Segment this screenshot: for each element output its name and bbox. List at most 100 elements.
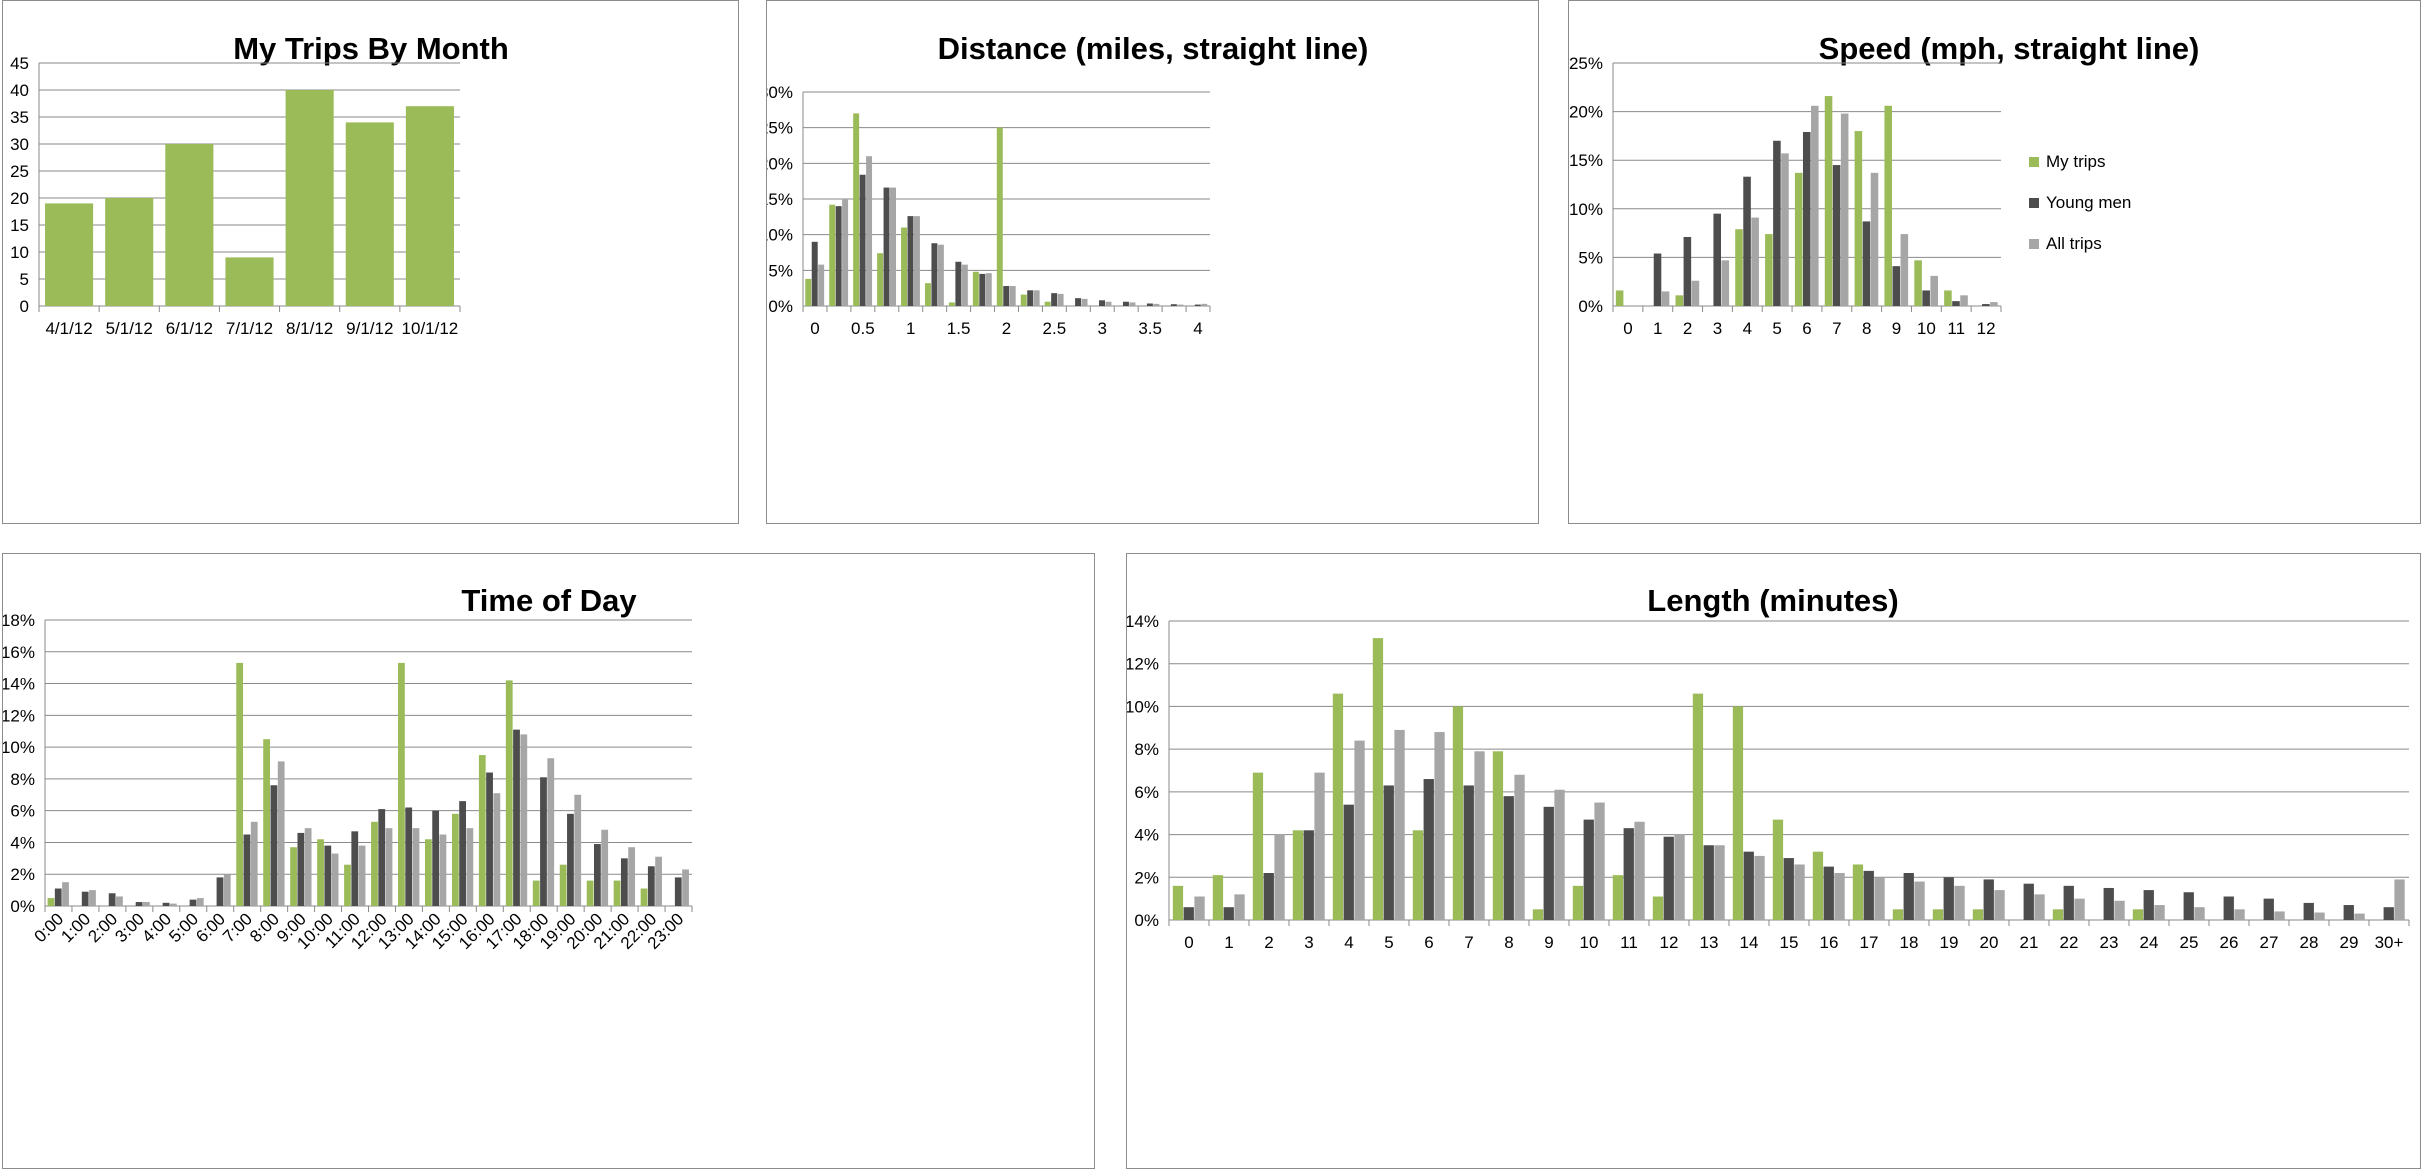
bar bbox=[1862, 221, 1871, 306]
bar bbox=[412, 828, 420, 906]
bar bbox=[1303, 830, 1314, 920]
bar bbox=[1794, 172, 1803, 306]
y-tick-label: 10% bbox=[1569, 200, 1603, 219]
bar bbox=[866, 156, 873, 306]
bar bbox=[216, 877, 224, 906]
bar bbox=[1703, 845, 1714, 920]
bar bbox=[331, 853, 339, 906]
y-tick-label: 5% bbox=[768, 261, 793, 280]
bar bbox=[1714, 845, 1725, 920]
x-tick-label: 4 bbox=[1344, 933, 1353, 952]
bar bbox=[1892, 266, 1901, 306]
bar bbox=[937, 244, 944, 306]
x-tick-label: 3 bbox=[1304, 933, 1313, 952]
x-tick-label: 5 bbox=[1772, 319, 1781, 338]
y-tick-label: 25% bbox=[1569, 54, 1603, 73]
bar bbox=[1832, 165, 1841, 306]
x-tick-label: 11 bbox=[1947, 319, 1965, 338]
x-tick-label: 3.5 bbox=[1138, 319, 1162, 338]
length-chart: Length (minutes) 0% 2% 4% 6% 8% 10% 12% 14% 0 1 2 3… bbox=[1126, 553, 2421, 1169]
legend-swatch bbox=[2029, 198, 2039, 208]
bar bbox=[297, 832, 305, 906]
bar bbox=[931, 243, 938, 306]
x-tick-label: 10 bbox=[1580, 933, 1599, 952]
x-tick-label: 8/1/12 bbox=[286, 319, 333, 338]
time-of-day-chart: Time of Day 0% 2% 4% 6% 8% 10% 12% 14% 16% 18% 0:0… bbox=[2, 553, 1095, 1169]
bar bbox=[1852, 864, 1864, 920]
y-tick-label: 25% bbox=[767, 119, 793, 138]
bar bbox=[45, 203, 94, 306]
bar bbox=[594, 844, 601, 906]
bar bbox=[1452, 706, 1464, 920]
bar bbox=[1652, 896, 1664, 920]
bar bbox=[466, 828, 474, 906]
y-tick-label: 20% bbox=[767, 154, 793, 173]
time-of-day-svg: Time of Day 0%2%4%6%8%10%12%14%16%18%0:0… bbox=[3, 583, 693, 953]
bar bbox=[1412, 830, 1424, 920]
bar bbox=[835, 206, 842, 306]
bar bbox=[1129, 302, 1136, 306]
bar bbox=[955, 261, 962, 306]
bar bbox=[1183, 907, 1194, 920]
bar bbox=[1177, 304, 1184, 306]
bar bbox=[1765, 234, 1773, 306]
x-tick-label: 7 bbox=[1832, 319, 1841, 338]
bar bbox=[1514, 774, 1525, 920]
bar bbox=[1105, 301, 1112, 306]
bar bbox=[1823, 866, 1834, 920]
bar bbox=[2354, 913, 2365, 920]
bar bbox=[842, 199, 849, 306]
x-tick-label: 19 bbox=[1940, 933, 1959, 952]
bar bbox=[1674, 834, 1685, 920]
bar bbox=[674, 877, 682, 906]
bar bbox=[1990, 302, 1998, 306]
bar bbox=[317, 839, 324, 906]
bar bbox=[1492, 751, 1504, 920]
y-tick-label: 15% bbox=[1569, 151, 1603, 170]
bar bbox=[1532, 909, 1544, 920]
x-tick-label: 7/1/12 bbox=[226, 319, 273, 338]
bar bbox=[358, 845, 366, 906]
bar bbox=[236, 662, 244, 906]
bar bbox=[1952, 301, 1960, 306]
distance-chart: Distance (miles, straight line) 0% 5% 10% 1… bbox=[766, 0, 1539, 524]
bar bbox=[344, 864, 351, 906]
x-tick-label: 3 bbox=[1713, 319, 1722, 338]
plot-area: 0%2%4%6%8%10%12%14%0 1 2 3 4 5 6 7 8 9 10 11 12 13 14 1… bbox=[1127, 612, 2410, 952]
plot-area: 0%2%4%6%8%10%12%14%16%18%0:001:002:003:0… bbox=[3, 611, 693, 953]
bar bbox=[304, 828, 312, 906]
bar bbox=[2394, 879, 2405, 920]
bar bbox=[1033, 290, 1040, 306]
bar bbox=[1854, 131, 1863, 306]
x-tick-label: 23 bbox=[2100, 933, 2119, 952]
bar bbox=[901, 227, 907, 306]
bar bbox=[2052, 909, 2064, 920]
x-tick-label: 2 bbox=[1002, 319, 1011, 338]
x-tick-label: 2 bbox=[1683, 319, 1692, 338]
bar bbox=[2132, 909, 2144, 920]
bar bbox=[628, 847, 636, 906]
bar bbox=[979, 273, 986, 306]
bar bbox=[805, 278, 812, 306]
bar bbox=[2303, 902, 2314, 920]
legend-label: All trips bbox=[2046, 234, 2102, 253]
bar bbox=[1354, 740, 1365, 920]
x-tick-label: 13 bbox=[1700, 933, 1719, 952]
bar bbox=[385, 828, 393, 906]
x-tick-label: 17 bbox=[1860, 933, 1879, 952]
speed-svg: Speed (mph, straight line) 0% 5% 10% 15% 20%… bbox=[1569, 31, 2199, 338]
y-tick-label: 25 bbox=[10, 162, 29, 181]
bar bbox=[116, 896, 123, 906]
x-tick-label: 15 bbox=[1780, 933, 1799, 952]
bar bbox=[1594, 802, 1605, 920]
bar bbox=[1503, 796, 1514, 920]
y-tick-label: 0% bbox=[1578, 297, 1603, 316]
x-tick-label: 25 bbox=[2180, 933, 2199, 952]
bar bbox=[520, 734, 528, 906]
bar bbox=[1081, 298, 1088, 306]
y-tick-label: 10 bbox=[10, 243, 29, 262]
bar bbox=[1884, 105, 1893, 307]
y-tick-label: 10% bbox=[3, 738, 35, 757]
x-tick-label: 9/1/12 bbox=[346, 319, 393, 338]
